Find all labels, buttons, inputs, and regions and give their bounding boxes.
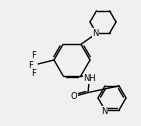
Text: N: N: [92, 29, 99, 38]
Text: N: N: [101, 107, 107, 116]
Text: F: F: [29, 60, 33, 70]
Text: NH: NH: [84, 74, 96, 83]
Text: F: F: [32, 52, 36, 60]
Text: O: O: [71, 92, 77, 101]
Text: F: F: [32, 69, 36, 77]
